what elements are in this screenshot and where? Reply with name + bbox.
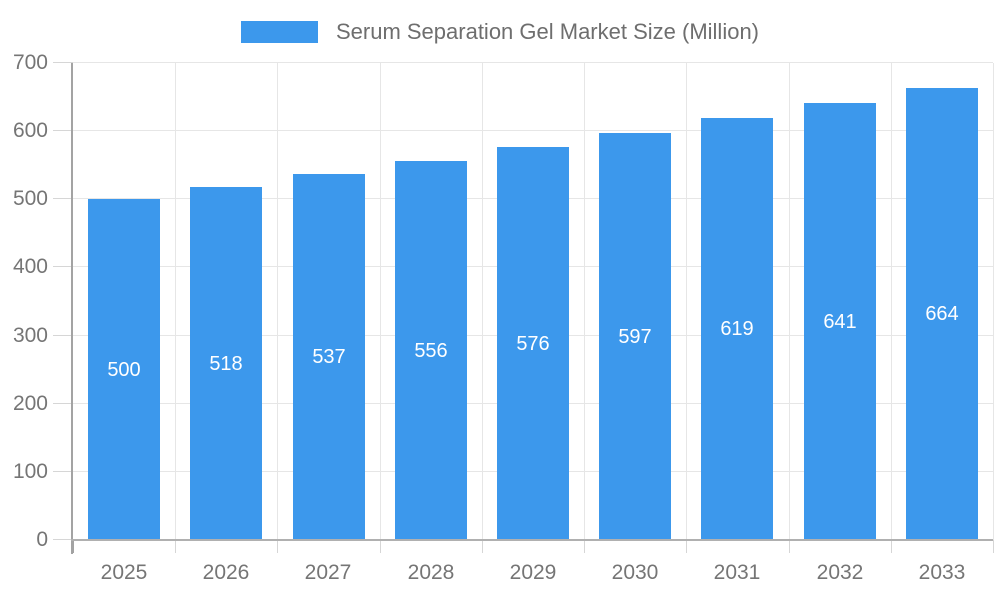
y-tick-label: 700 — [12, 51, 48, 74]
bar-2029[interactable] — [497, 147, 569, 540]
x-tick — [584, 540, 585, 553]
x-tick-label: 2027 — [304, 561, 352, 584]
bar-2025[interactable] — [88, 199, 160, 540]
x-tick — [73, 540, 74, 553]
x-tick-label: 2029 — [509, 561, 557, 584]
y-tick — [53, 130, 73, 131]
bar-value-label: 537 — [312, 346, 346, 368]
x-tick-label: 2031 — [713, 561, 761, 584]
x-tick — [482, 540, 483, 553]
y-axis-line — [71, 63, 73, 554]
legend[interactable]: Serum Separation Gel Market Size (Millio… — [0, 19, 1000, 44]
x-tick — [175, 540, 176, 553]
bar-value-label: 556 — [414, 340, 448, 362]
x-tick — [380, 540, 381, 553]
y-tick — [53, 471, 73, 472]
bar-value-label: 619 — [720, 318, 754, 340]
bar-2033[interactable] — [906, 88, 978, 540]
bar-value-label: 641 — [823, 311, 857, 333]
y-tick-label: 300 — [12, 324, 48, 347]
bar-2028[interactable] — [395, 161, 467, 540]
x-axis-line — [71, 539, 993, 541]
bar-value-label: 664 — [925, 303, 959, 325]
x-gridline — [584, 63, 585, 540]
x-tick — [789, 540, 790, 553]
x-tick-label: 2032 — [816, 561, 864, 584]
bar-value-label: 500 — [107, 359, 141, 381]
y-tick-label: 100 — [12, 460, 48, 483]
x-gridline — [380, 63, 381, 540]
y-tick — [53, 403, 73, 404]
x-gridline — [277, 63, 278, 540]
bar-2031[interactable] — [701, 118, 773, 540]
bar-value-label: 576 — [516, 333, 550, 355]
y-tick — [53, 539, 73, 540]
x-gridline — [993, 63, 994, 540]
x-gridline — [686, 63, 687, 540]
x-tick — [277, 540, 278, 553]
x-tick — [686, 540, 687, 553]
bar-2027[interactable] — [293, 174, 365, 540]
x-gridline — [175, 63, 176, 540]
bar-2026[interactable] — [190, 187, 262, 540]
legend-swatch — [240, 21, 318, 43]
x-tick-label: 2026 — [202, 561, 250, 584]
y-tick — [53, 335, 73, 336]
x-tick-label: 2033 — [918, 561, 966, 584]
bar-2032[interactable] — [804, 103, 876, 540]
y-gridline — [73, 130, 993, 131]
bar-value-label: 597 — [618, 326, 652, 348]
y-tick-label: 200 — [12, 392, 48, 415]
y-tick-label: 0 — [36, 528, 48, 551]
bar-2030[interactable] — [599, 133, 671, 540]
y-tick-label: 600 — [12, 119, 48, 142]
bar-value-label: 518 — [209, 353, 243, 375]
x-tick-label: 2025 — [100, 561, 148, 584]
x-tick — [993, 540, 994, 553]
x-gridline — [891, 63, 892, 540]
x-gridline — [482, 63, 483, 540]
y-tick — [53, 62, 73, 63]
y-gridline — [73, 62, 993, 63]
x-tick — [891, 540, 892, 553]
x-tick-label: 2028 — [407, 561, 455, 584]
y-tick — [53, 198, 73, 199]
y-tick — [53, 266, 73, 267]
x-tick-label: 2030 — [611, 561, 659, 584]
legend-label: Serum Separation Gel Market Size (Millio… — [335, 19, 760, 44]
y-tick-label: 400 — [12, 255, 48, 278]
x-gridline — [789, 63, 790, 540]
y-tick-label: 500 — [12, 187, 48, 210]
